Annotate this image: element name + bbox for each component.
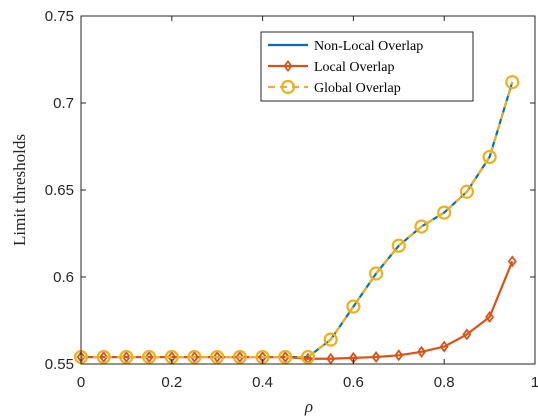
y-tick-label: 0.75 — [45, 8, 74, 25]
y-axis-title: Limit thresholds — [10, 134, 29, 246]
y-tick-label: 0.65 — [45, 182, 74, 199]
x-tick-label: 0.6 — [343, 374, 364, 391]
x-tick-label: 0 — [77, 374, 85, 391]
y-tick-label: 0.6 — [53, 269, 74, 286]
x-tick-label: 0.4 — [252, 374, 273, 391]
y-tick-label: 0.7 — [53, 95, 74, 112]
legend-label: Global Overlap — [314, 81, 401, 96]
x-tick-label: 0.2 — [161, 374, 182, 391]
x-axis-title: ρ — [304, 397, 313, 416]
x-tick-label: 0.8 — [434, 374, 455, 391]
legend: Non-Local Overlap Local Overlap Global Ove… — [261, 32, 473, 101]
legend-label: Local Overlap — [314, 60, 394, 75]
legend-label: Non-Local Overlap — [314, 39, 423, 54]
x-tick-label: 1 — [531, 374, 538, 391]
y-tick-label: 0.55 — [45, 356, 74, 373]
